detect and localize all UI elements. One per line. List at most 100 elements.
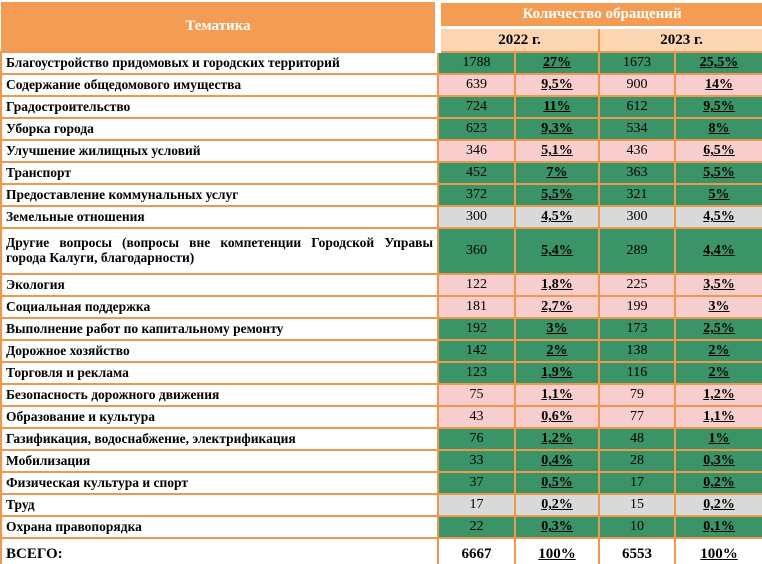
table-row: Мобилизация 33 0,4% 28 0,3% xyxy=(0,449,762,473)
table-footer: ВСЕГО: 6667 100% 6553 100% ↓ 2% xyxy=(0,537,762,564)
year-2023-header: 2023 г. xyxy=(597,27,762,53)
table-row: Охрана правопорядка 22 0,3% 10 0,1% xyxy=(0,515,762,539)
count-2022: 724 xyxy=(437,95,516,119)
count-2023: 77 xyxy=(598,405,676,429)
count-2022: 192 xyxy=(437,317,516,341)
topic-label: Социальная поддержка xyxy=(0,295,439,319)
table-row: Газификация, водоснабжение, электрификац… xyxy=(0,427,762,451)
percent-2023: 1,2% xyxy=(673,383,762,407)
percent-2023: 1,1% xyxy=(673,405,762,429)
percent-2023: 2% xyxy=(673,339,762,363)
percent-2022: 0,5% xyxy=(514,471,600,495)
percent-2022: 7% xyxy=(514,161,600,185)
topic-label: Торговля и реклама xyxy=(0,361,439,385)
count-2023: 436 xyxy=(598,139,676,163)
table-row: Дорожное хозяйство 142 2% 138 2% xyxy=(0,339,762,363)
count-2022: 181 xyxy=(437,295,516,319)
table-row: Безопасность дорожного движения 75 1,1% 79 1… xyxy=(0,383,762,407)
count-2022: 452 xyxy=(437,161,516,185)
table-row: Предоставление коммунальных услуг 372 5,5%… xyxy=(0,183,762,207)
table-row: Физическая культура и спорт 37 0,5% 17 0,2% xyxy=(0,471,762,495)
table-row: Торговля и реклама 123 1,9% 116 2% xyxy=(0,361,762,385)
topic-label: Безопасность дорожного движения xyxy=(0,383,439,407)
table-row: Социальная поддержка 181 2,7% 199 3% xyxy=(0,295,762,319)
percent-2022: 1,9% xyxy=(514,361,600,385)
topic-label: Содержание общедомового имущества xyxy=(0,73,439,97)
percent-2022: 2,7% xyxy=(514,295,600,319)
count-2023: 225 xyxy=(598,273,676,297)
count-2023: 173 xyxy=(598,317,676,341)
count-2023: 48 xyxy=(598,427,676,451)
topic-label: Благоустройство придомовых и городских т… xyxy=(0,51,439,75)
percent-2022: 5,4% xyxy=(514,227,600,275)
count-2023: 1673 xyxy=(598,51,676,75)
table-row: Образование и культура 43 0,6% 77 1,1% xyxy=(0,405,762,429)
percent-2023: 1% xyxy=(673,427,762,451)
percent-2023: 0,2% xyxy=(673,471,762,495)
percent-2023: 2% xyxy=(673,361,762,385)
total-2022-count: 6667 xyxy=(437,537,516,564)
year-2022-header: 2022 г. xyxy=(438,27,599,53)
count-2022: 372 xyxy=(437,183,516,207)
percent-2023: 0,2% xyxy=(673,493,762,517)
count-2023: 79 xyxy=(598,383,676,407)
table-row: Выполнение работ по капитальному ремонту… xyxy=(0,317,762,341)
topic-label: Транспорт xyxy=(0,161,439,185)
count-2022: 1788 xyxy=(437,51,516,75)
table-row: Труд 17 0,2% 15 0,2% xyxy=(0,493,762,517)
percent-2023: 3,5% xyxy=(673,273,762,297)
percent-2023: 0,3% xyxy=(673,449,762,473)
percent-2022: 9,3% xyxy=(514,117,600,141)
count-2023: 17 xyxy=(598,471,676,495)
percent-2022: 5,5% xyxy=(514,183,600,207)
topic-label: Уборка города xyxy=(0,117,439,141)
total-2022-percent: 100% xyxy=(514,537,600,564)
table-body: Благоустройство придомовых и городских т… xyxy=(0,51,762,539)
count-2023: 116 xyxy=(598,361,676,385)
percent-2022: 1,2% xyxy=(514,427,600,451)
percent-2022: 4,5% xyxy=(514,205,600,229)
count-2022: 75 xyxy=(437,383,516,407)
count-2023: 199 xyxy=(598,295,676,319)
topic-label: Физическая культура и спорт xyxy=(0,471,439,495)
topic-column-header: Тематика xyxy=(1,1,441,52)
percent-2023: 9,5% xyxy=(673,95,762,119)
count-2022: 33 xyxy=(437,449,516,473)
count-2022: 76 xyxy=(437,427,516,451)
count-2022: 122 xyxy=(437,273,516,297)
count-2023: 612 xyxy=(598,95,676,119)
percent-2023: 25,5% xyxy=(673,51,762,75)
percent-2022: 0,3% xyxy=(514,515,600,539)
topic-label: Выполнение работ по капитальному ремонту xyxy=(0,317,439,341)
count-2023: 138 xyxy=(598,339,676,363)
count-2023: 28 xyxy=(598,449,676,473)
percent-2022: 0,4% xyxy=(514,449,600,473)
percent-2022: 0,6% xyxy=(514,405,600,429)
count-2023: 900 xyxy=(598,73,676,97)
table-header: Тематика Количество обращений 2022 г. 20… xyxy=(1,0,762,53)
total-2023-percent: 100% xyxy=(673,537,762,564)
table-row: Градостроительство 724 11% 612 9,5% xyxy=(0,95,762,119)
percent-2023: 3% xyxy=(673,295,762,319)
topic-label: Предоставление коммунальных услуг xyxy=(0,183,439,207)
topic-label: Газификация, водоснабжение, электрификац… xyxy=(0,427,439,451)
table-row: Земельные отношения 300 4,5% 300 4,5% xyxy=(0,205,762,229)
count-2023: 321 xyxy=(598,183,676,207)
topic-label: Земельные отношения xyxy=(0,205,439,229)
count-2022: 639 xyxy=(437,73,516,97)
count-column-header: Количество обращений xyxy=(438,0,762,29)
topic-label: Градостроительство xyxy=(0,95,439,119)
count-2022: 346 xyxy=(437,139,516,163)
count-2022: 17 xyxy=(437,493,516,517)
percent-2023: 2,5% xyxy=(673,317,762,341)
topic-label: Труд xyxy=(0,493,439,517)
total-row: ВСЕГО: 6667 100% 6553 100% xyxy=(0,537,762,564)
topic-label: Экология xyxy=(0,273,439,297)
percent-2022: 0,2% xyxy=(514,493,600,517)
percent-2023: 5,5% xyxy=(673,161,762,185)
topic-label: Другие вопросы (вопросы вне компетенции … xyxy=(0,227,439,275)
topic-label: Мобилизация xyxy=(0,449,439,473)
table-row: Транспорт 452 7% 363 5,5% xyxy=(0,161,762,185)
